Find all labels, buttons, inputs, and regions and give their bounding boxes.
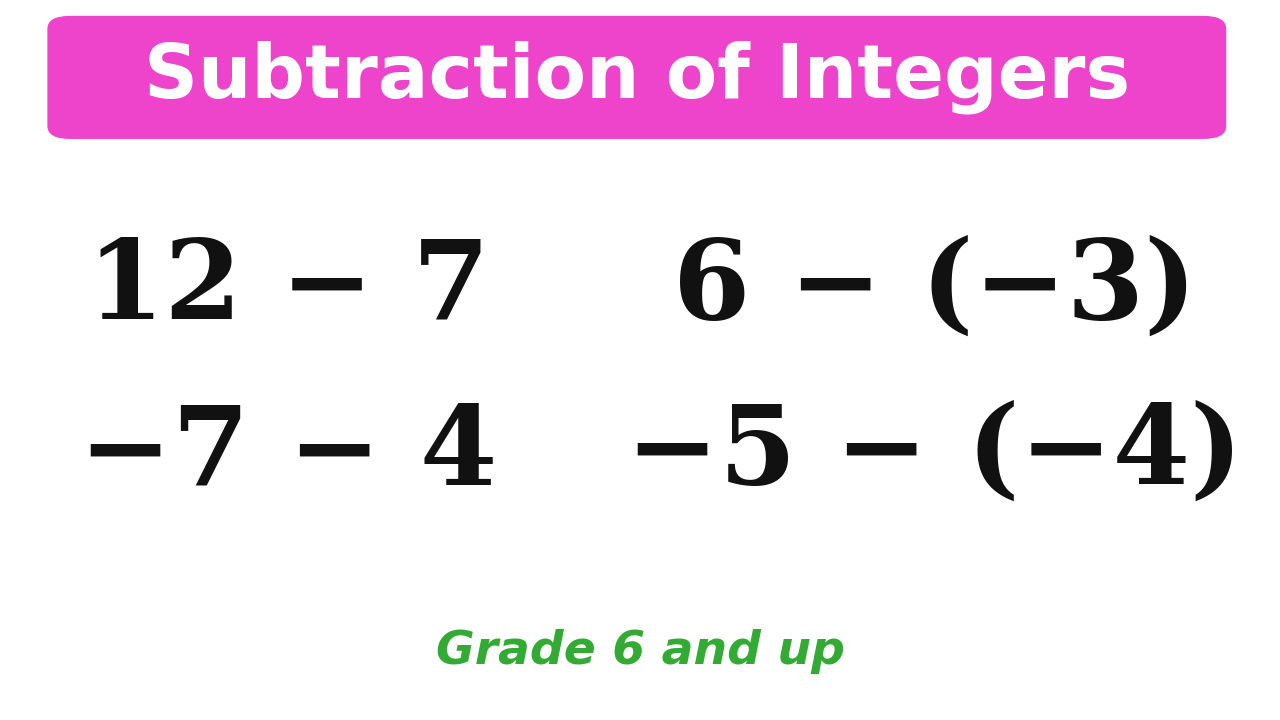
Text: Grade 6 and up: Grade 6 and up — [435, 629, 845, 674]
Text: −7 − 4: −7 − 4 — [79, 400, 497, 507]
Text: 12 − 7: 12 − 7 — [87, 235, 489, 341]
FancyBboxPatch shape — [47, 16, 1226, 139]
Text: 6 − (−3): 6 − (−3) — [672, 235, 1197, 341]
Text: Subtraction of Integers: Subtraction of Integers — [143, 40, 1130, 114]
Text: −5 − (−4): −5 − (−4) — [626, 400, 1243, 507]
